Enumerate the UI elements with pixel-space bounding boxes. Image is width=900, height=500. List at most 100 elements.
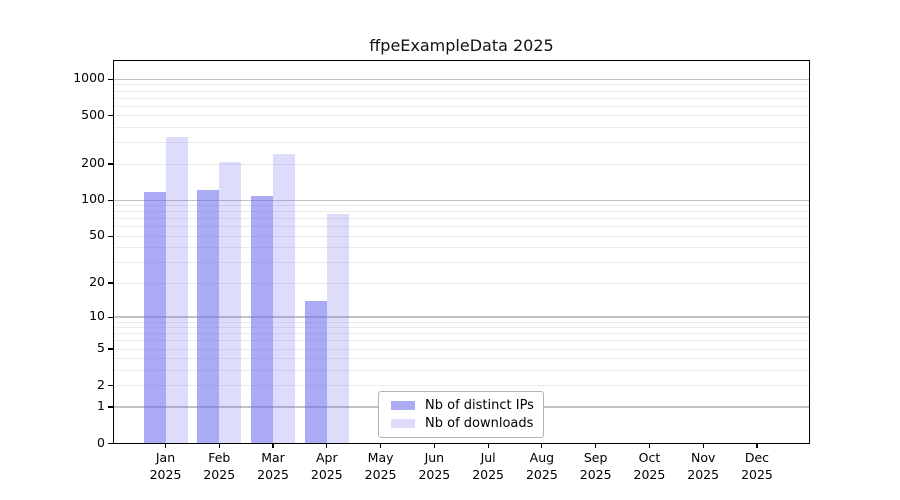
x-axis-tick	[702, 443, 704, 448]
x-tick-year: 2025	[579, 466, 612, 482]
x-tick-year: 2025	[203, 466, 236, 482]
x-tick-year: 2025	[418, 466, 451, 482]
x-axis-tick	[326, 443, 328, 448]
x-axis-tick	[164, 443, 167, 448]
x-axis-tick	[648, 443, 651, 448]
y-tick-label: 100	[81, 191, 105, 207]
x-tick-label: Nov 2025	[672, 450, 734, 483]
gridline-minor	[113, 90, 810, 92]
gridline-minor	[113, 105, 810, 107]
x-tick-year: 2025	[525, 466, 558, 482]
x-tick-label: Jul 2025	[457, 450, 519, 483]
x-axis-tick	[595, 443, 597, 448]
legend-row: Nb of distinct IPs	[379, 398, 543, 413]
x-tick-label: Sep 2025	[565, 450, 627, 483]
y-axis-tick	[108, 442, 113, 445]
plot-area: Nb of distinct IPs Nb of downloads 0 1 2 5 1…	[73, 60, 810, 482]
bar-downloads	[273, 154, 296, 444]
y-axis-tick	[108, 316, 113, 318]
y-tick-label: 2	[97, 376, 105, 392]
y-tick-label: 20	[89, 274, 105, 290]
x-tick-year: 2025	[310, 466, 343, 482]
y-axis-tick	[108, 235, 113, 237]
x-axis-tick	[379, 443, 382, 448]
gridline-major	[113, 199, 810, 201]
gridline-minor	[113, 340, 810, 342]
gridline-minor	[113, 127, 810, 129]
gridline-minor	[113, 262, 810, 264]
y-axis-tick	[108, 115, 113, 117]
y-tick-label: 1000	[73, 70, 105, 86]
gridline-minor	[113, 369, 810, 371]
x-tick-label: Jan 2025	[135, 450, 197, 483]
gridline-minor	[113, 142, 810, 144]
x-tick-year: 2025	[149, 466, 182, 482]
gridline-minor	[113, 235, 810, 237]
y-tick-label: 10	[89, 308, 105, 324]
bar-distinct-ips	[304, 300, 327, 444]
legend-row: Nb of downloads	[379, 416, 543, 431]
x-tick-label: Oct 2025	[618, 450, 680, 483]
x-tick-year: 2025	[364, 466, 397, 482]
gridline-minor	[113, 348, 810, 350]
chart-title: ffpeExampleData 2025	[369, 36, 554, 55]
legend-swatch-downloads	[391, 419, 415, 428]
y-tick-label: 5	[97, 340, 105, 356]
bar-downloads	[326, 213, 349, 444]
y-tick-label: 0	[97, 434, 105, 450]
gridline-minor	[113, 358, 810, 360]
bar-distinct-ips	[251, 195, 274, 444]
y-axis-tick	[108, 406, 113, 408]
gridline-minor	[113, 97, 810, 99]
gridline-minor	[113, 247, 810, 249]
gridline-minor	[113, 226, 810, 228]
x-axis-tick	[218, 443, 220, 448]
x-tick-year: 2025	[741, 466, 773, 482]
x-axis-tick	[541, 443, 543, 448]
bar-downloads	[165, 136, 188, 444]
y-axis-tick	[108, 163, 113, 165]
x-tick-label: May 2025	[350, 450, 412, 483]
legend: Nb of distinct IPs Nb of downloads	[378, 391, 544, 438]
gridline-major	[113, 316, 810, 318]
gridline-minor	[113, 321, 810, 323]
x-tick-label: Aug 2025	[511, 450, 573, 483]
x-axis-tick	[433, 443, 435, 448]
bar-distinct-ips	[143, 192, 166, 444]
gridline-minor	[113, 327, 810, 329]
gridline-minor	[113, 115, 810, 117]
y-axis-tick	[108, 282, 113, 284]
legend-swatch-distinct-ips	[391, 401, 415, 410]
y-tick-label: 50	[89, 227, 105, 243]
x-tick-label: Feb 2025	[188, 450, 250, 483]
y-axis-tick	[108, 385, 113, 387]
gridline-minor	[113, 84, 810, 86]
y-tick-label: 200	[81, 155, 105, 171]
legend-label: Nb of distinct IPs	[425, 398, 534, 413]
x-tick-label: Mar 2025	[242, 450, 304, 483]
legend-label: Nb of downloads	[425, 416, 534, 431]
y-axis-tick	[108, 78, 113, 80]
y-tick-label: 500	[81, 106, 105, 122]
gridline-minor	[113, 218, 810, 220]
x-tick-year: 2025	[633, 466, 666, 482]
y-axis-tick	[108, 348, 113, 350]
x-axis-tick	[487, 443, 489, 448]
x-tick-label: Apr 2025	[296, 450, 358, 483]
x-axis-tick	[756, 443, 758, 448]
y-tick-label: 1	[97, 397, 105, 413]
x-tick-year: 2025	[472, 466, 505, 482]
x-tick-year: 2025	[257, 466, 289, 482]
x-tick-label: Jun 2025	[403, 450, 465, 483]
x-tick-year: 2025	[687, 466, 720, 482]
gridline-minor	[113, 385, 810, 387]
y-axis-tick	[108, 199, 113, 201]
gridline-minor	[113, 211, 810, 213]
gridline-minor	[113, 163, 810, 165]
gridline-minor	[113, 282, 810, 284]
x-axis-tick	[272, 443, 274, 448]
gridline-minor	[113, 205, 810, 207]
bar-downloads	[219, 161, 242, 444]
x-tick-label: Dec 2025	[726, 450, 788, 483]
